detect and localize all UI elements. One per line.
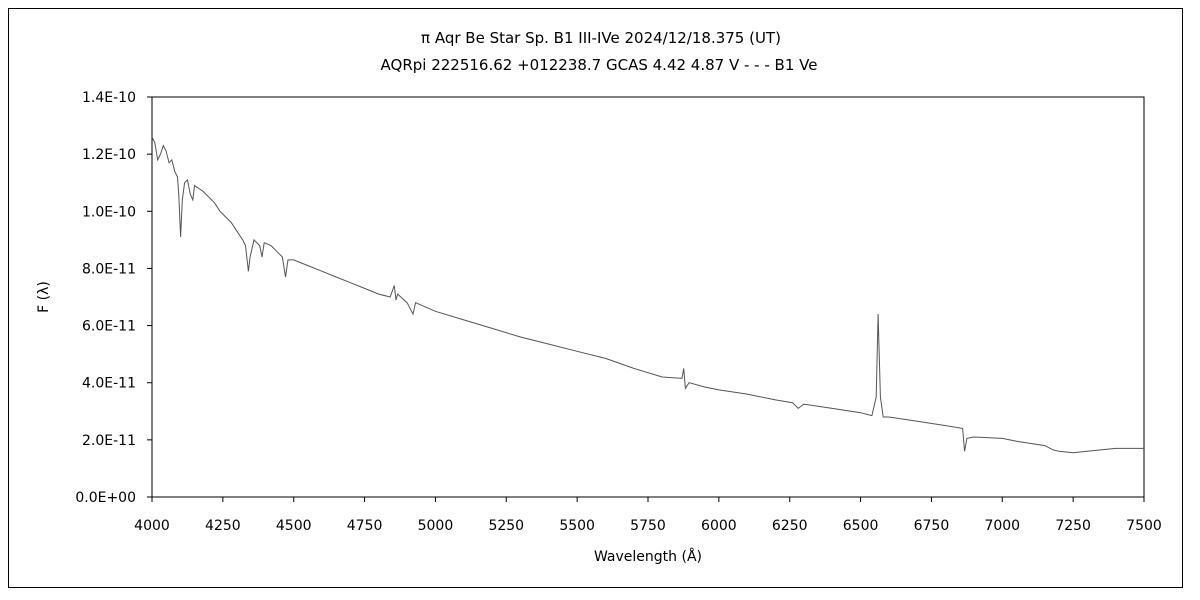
y-tick-label: 4.0E-11 [82,376,136,392]
y-tick-label: 2.0E-11 [82,433,136,449]
x-tick-label: 4500 [276,518,312,534]
x-axis: 4000 4250 4500 4750 5000 5250 5500 5750 6000 6250… [134,497,1162,534]
x-tick-label: 6250 [772,518,808,534]
y-tick-label: 1.4E-10 [82,90,136,106]
x-tick-label: 5750 [630,518,666,534]
plot-area [151,96,1145,498]
y-tick-label: 0.0E+00 [75,490,136,506]
x-tick-label: 6750 [914,518,950,534]
y-tick-label: 1.0E-10 [82,204,136,220]
spectrum-line [151,136,1144,454]
y-axis: 0.0E+00 2.0E-11 4.0E-11 6.0E-11 8.0E-11 1.0E-… [75,90,152,506]
x-tick-label: 6000 [701,518,737,534]
x-tick-label: 4250 [205,518,241,534]
x-tick-label: 5500 [559,518,595,534]
y-axis-label: F (λ) [36,281,52,313]
x-tick-label: 7250 [1055,518,1091,534]
x-tick-label: 7000 [984,518,1020,534]
chart-title: π Aqr Be Star Sp. B1 III-IVe 2024/12/18.… [421,29,781,47]
x-tick-label: 5000 [418,518,454,534]
x-tick-label: 7500 [1126,518,1162,534]
y-tick-label: 1.2E-10 [82,147,136,163]
x-tick-label: 4000 [134,518,170,534]
x-tick-label: 5250 [488,518,524,534]
y-tick-label: 6.0E-11 [82,319,136,335]
y-tick-label: 8.0E-11 [82,261,136,277]
x-tick-label: 6500 [843,518,879,534]
x-axis-label: Wavelength (Å) [594,548,702,565]
x-tick-label: 4750 [347,518,383,534]
chart-subtitle: AQRpi 222516.62 +012238.7 GCAS 4.42 4.87… [381,56,818,74]
